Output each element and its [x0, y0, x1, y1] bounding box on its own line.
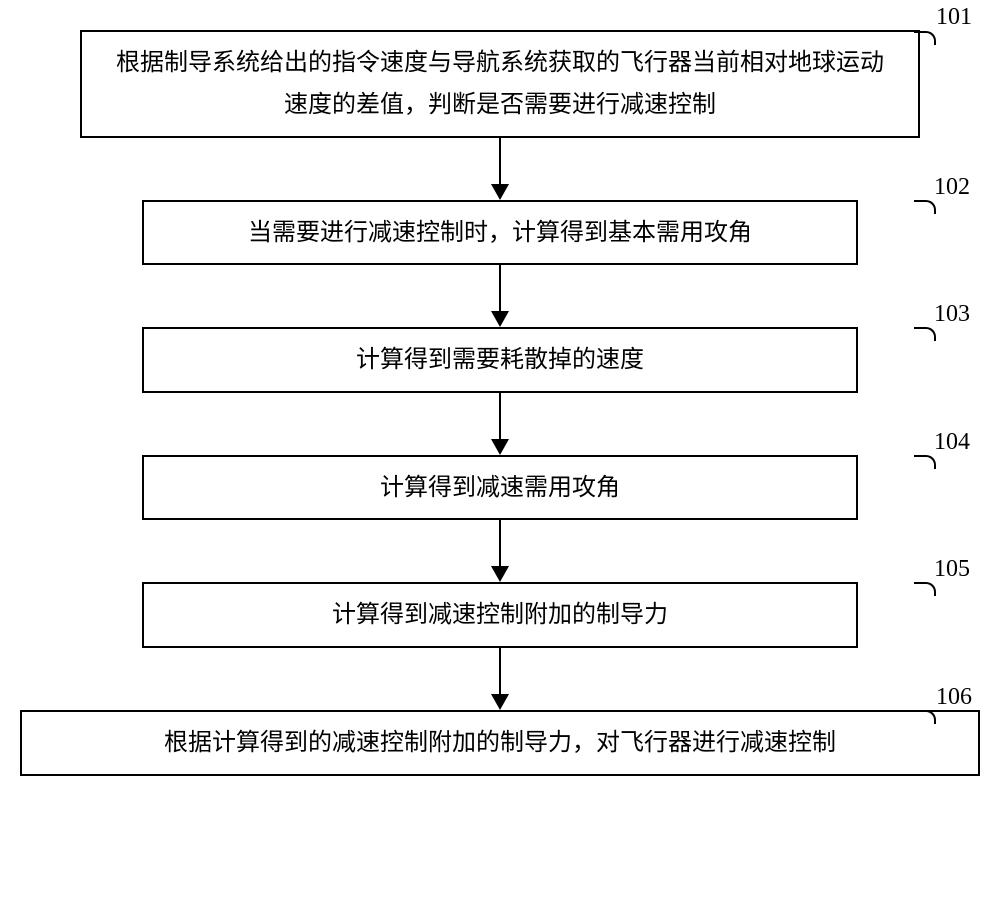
step-label-102: 102: [934, 174, 970, 201]
flow-step-103: 103 计算得到需要耗散掉的速度: [142, 327, 858, 393]
step-text-101: 根据制导系统给出的指令速度与导航系统获取的飞行器当前相对地球运动速度的差值，判断…: [110, 34, 890, 134]
arrow-2: [491, 265, 509, 327]
label-tick: [914, 31, 936, 45]
step-label-105: 105: [934, 556, 970, 583]
step-label-104: 104: [934, 429, 970, 456]
flow-step-101: 101 根据制导系统给出的指令速度与导航系统获取的飞行器当前相对地球运动速度的差…: [80, 30, 920, 138]
step-label-103: 103: [934, 301, 970, 328]
step-text-106: 根据计算得到的减速控制附加的制导力，对飞行器进行减速控制: [164, 714, 836, 772]
label-tick: [914, 582, 936, 596]
step-text-103: 计算得到需要耗散掉的速度: [356, 331, 644, 389]
label-tick: [914, 710, 936, 724]
arrow-1: [491, 138, 509, 200]
step-label-106: 106: [936, 684, 972, 711]
arrow-3: [491, 393, 509, 455]
flow-step-106: 106 根据计算得到的减速控制附加的制导力，对飞行器进行减速控制: [20, 710, 980, 776]
label-tick: [914, 327, 936, 341]
arrow-4: [491, 520, 509, 582]
arrow-5: [491, 648, 509, 710]
label-tick: [914, 200, 936, 214]
step-text-104: 计算得到减速需用攻角: [380, 459, 620, 517]
flow-step-105: 105 计算得到减速控制附加的制导力: [142, 582, 858, 648]
step-text-105: 计算得到减速控制附加的制导力: [332, 586, 668, 644]
step-text-102: 当需要进行减速控制时，计算得到基本需用攻角: [248, 204, 752, 262]
flow-step-102: 102 当需要进行减速控制时，计算得到基本需用攻角: [142, 200, 858, 265]
flowchart-container: 101 根据制导系统给出的指令速度与导航系统获取的飞行器当前相对地球运动速度的差…: [0, 30, 1000, 776]
label-tick: [914, 455, 936, 469]
flow-step-104: 104 计算得到减速需用攻角: [142, 455, 858, 520]
step-label-101: 101: [936, 4, 972, 31]
